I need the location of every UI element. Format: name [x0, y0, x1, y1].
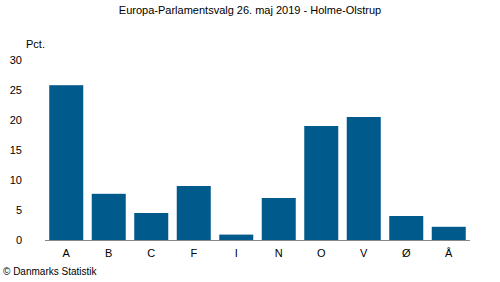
bar	[262, 198, 296, 240]
bars	[49, 85, 466, 240]
chart-svg: Europa-Parlamentsvalg 26. maj 2019 - Hol…	[0, 0, 500, 282]
chart-container: Europa-Parlamentsvalg 26. maj 2019 - Hol…	[0, 0, 500, 282]
y-tick-label: 25	[10, 84, 22, 96]
bar	[92, 194, 126, 240]
bar	[432, 227, 466, 240]
bar	[134, 213, 168, 240]
x-tick-label: O	[317, 247, 326, 259]
x-tick-label: B	[105, 247, 112, 259]
x-tick-label: C	[147, 247, 155, 259]
title: Europa-Parlamentsvalg 26. maj 2019 - Hol…	[119, 4, 381, 16]
y-axis-label: Pct.	[26, 38, 45, 50]
bar	[49, 85, 83, 240]
source-note: © Danmarks Statistik	[3, 266, 98, 277]
y-tick-label: 30	[10, 54, 22, 66]
y-tick-label: 15	[10, 144, 22, 156]
x-tick-label: I	[235, 247, 238, 259]
bar	[219, 235, 253, 240]
x-tick-label: Ø	[402, 247, 411, 259]
bar	[347, 117, 381, 240]
x-tick-label: Å	[445, 247, 453, 259]
x-tick-label: F	[190, 247, 197, 259]
y-tick-label: 10	[10, 174, 22, 186]
x-tick-label: N	[275, 247, 283, 259]
y-tick-label: 0	[16, 234, 22, 246]
bar	[177, 186, 211, 240]
bar	[389, 216, 423, 240]
x-tick-label: V	[360, 247, 368, 259]
y-tick-label: 5	[16, 204, 22, 216]
bar	[304, 126, 338, 240]
x-tick-label: A	[63, 247, 71, 259]
y-tick-label: 20	[10, 114, 22, 126]
x-axis-line	[45, 240, 470, 241]
